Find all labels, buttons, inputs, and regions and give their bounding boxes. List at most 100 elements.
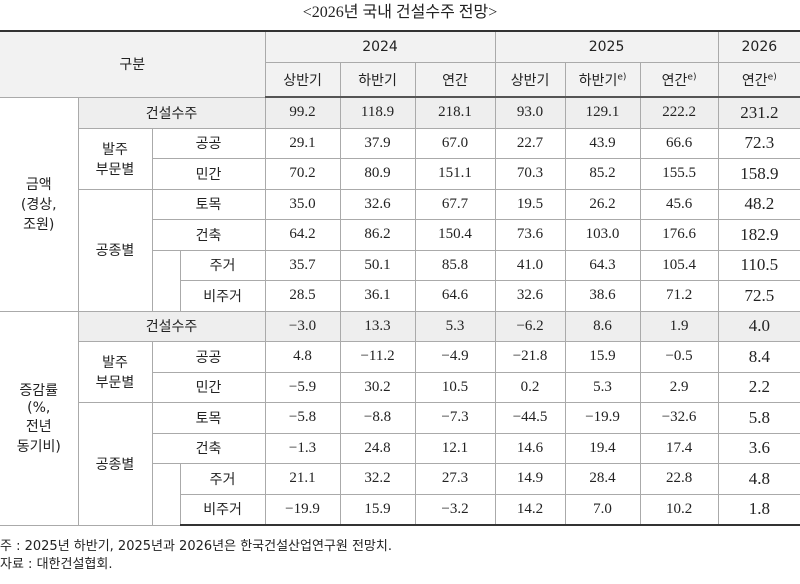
value-cell: −0.5 [639, 341, 719, 373]
value-cell: 70.2 [264, 158, 341, 190]
value-cell: 32.6 [494, 280, 566, 312]
period-text: 하반기 [578, 72, 618, 89]
period-text: 연간 [741, 72, 768, 89]
value-cell: 41.0 [494, 249, 566, 281]
data-row: 발주 부문별 공공 4.8 −11.2 −4.9 −21.8 15.9 −0.5 8.4 [0, 341, 800, 403]
table-header: 구분 2024 2025 2026 상반기 하반기 연간 상반기 하반기e) 연간e) 연간e) [0, 30, 800, 98]
value-cell: 64.2 [264, 219, 341, 251]
value-cell: 8.4 [717, 341, 800, 373]
note: 자료 : 대한건설협회. [0, 557, 113, 572]
period-header: 연간 [414, 62, 496, 98]
period-header: 하반기e) [564, 62, 641, 98]
data-row: 공종별 토목 −5.8 −8.8 −7.3 −44.5 −19.9 −32.6 5.8 [0, 402, 800, 526]
group-label: 공종별 [78, 402, 153, 526]
data-row: 비주거 −19.9 15.9 −3.2 14.2 7.0 10.2 1.8 [0, 493, 800, 526]
total-row: 증감률 (%, 전년 동기비) 건설수주 −3.0 13.3 5.3 −6.2 8.6 1.9… [0, 310, 800, 526]
value-cell: 158.9 [717, 158, 800, 190]
value-cell: 45.6 [639, 188, 719, 220]
value-cell: 28.4 [564, 463, 641, 495]
value-cell: 7.0 [564, 493, 641, 526]
value-cell: 99.2 [264, 96, 341, 129]
value-cell: 80.9 [339, 158, 416, 190]
row-label: 공공 [151, 341, 266, 373]
title: <2026년 국내 건설수주 전망> [302, 4, 498, 21]
value-cell: 103.0 [564, 219, 641, 251]
row-label: 건설수주 [77, 310, 266, 342]
row-label: 주거 [179, 249, 266, 281]
value-cell: 43.9 [564, 127, 641, 159]
value-cell: 86.2 [339, 219, 416, 251]
value-cell: 218.1 [414, 96, 496, 129]
value-cell: 17.4 [639, 432, 719, 464]
value-cell: −5.9 [264, 371, 341, 403]
value-cell: 118.9 [339, 96, 416, 129]
value-cell: 50.1 [339, 249, 416, 281]
row-label: 건설수주 [77, 96, 266, 129]
value-cell: −7.3 [414, 402, 496, 434]
year-header: 2025 [494, 30, 719, 63]
value-cell: 72.3 [717, 127, 800, 159]
value-cell: 64.3 [564, 249, 641, 281]
period-header: 연간e) [717, 62, 800, 98]
value-cell: 30.2 [339, 371, 416, 403]
row-label: 공공 [151, 127, 266, 159]
value-cell: 176.6 [639, 219, 719, 251]
notes: 주 : 2025년 하반기, 2025년과 2026년은 한국건설산업연구원 전… [0, 538, 800, 574]
total-row: 금액 (경상, 조원) 건설수주 99.2 118.9 218.1 93.0 129.1 22… [0, 96, 800, 312]
section-label: 증감률 (%, 전년 동기비) [0, 310, 79, 526]
value-cell: 70.3 [494, 158, 566, 190]
value-cell: 27.3 [414, 463, 496, 495]
value-cell: 35.0 [264, 188, 341, 220]
value-cell: 93.0 [494, 96, 566, 129]
value-cell: 14.6 [494, 432, 566, 464]
value-cell: 64.6 [414, 280, 496, 312]
value-cell: 182.9 [717, 219, 800, 251]
value-cell: 22.7 [494, 127, 566, 159]
value-cell: 37.9 [339, 127, 416, 159]
value-cell: 19.5 [494, 188, 566, 220]
value-cell: 32.6 [339, 188, 416, 220]
row-label: 민간 [152, 371, 266, 403]
value-cell: 32.2 [339, 463, 416, 495]
estimate-mark: e) [617, 71, 627, 82]
value-cell: 71.2 [639, 280, 719, 312]
estimate-mark: e) [767, 71, 777, 82]
value-cell: 105.4 [639, 249, 719, 281]
year-header: 2024 [264, 30, 496, 63]
value-cell: 26.2 [564, 188, 641, 220]
note: 주 : 2025년 하반기, 2025년과 2026년은 한국건설산업연구원 전… [0, 539, 392, 554]
value-cell: 5.8 [717, 402, 800, 434]
period-text: 하반기 [358, 72, 397, 89]
value-cell: 35.7 [264, 249, 341, 281]
value-cell: 12.1 [414, 432, 496, 464]
period-header: 상반기 [265, 62, 341, 98]
period-text: 상반기 [510, 72, 550, 89]
value-cell: 14.2 [494, 493, 566, 526]
value-cell: −19.9 [564, 402, 641, 434]
row-label: 건축 [152, 219, 266, 251]
value-cell: 4.8 [264, 341, 341, 373]
value-cell: 4.0 [717, 310, 800, 342]
value-cell: 67.0 [414, 127, 496, 159]
value-cell: 231.2 [717, 96, 800, 129]
value-cell: −5.8 [264, 402, 341, 434]
value-cell: 67.7 [414, 188, 496, 220]
value-cell: −21.8 [494, 341, 566, 373]
section-label: 금액 (경상, 조원) [0, 96, 79, 312]
period-text: 연간 [661, 72, 688, 89]
value-cell: 66.6 [639, 127, 719, 159]
value-cell: −3.0 [264, 310, 341, 342]
value-cell: 15.9 [339, 493, 416, 526]
value-cell: −6.2 [494, 310, 566, 342]
table: 구분 2024 2025 2026 상반기 하반기 연간 상반기 하반기e) 연간e) 연간e) 금… [0, 30, 800, 526]
value-cell: 73.6 [494, 219, 566, 251]
group-label: 공종별 [78, 188, 153, 312]
value-cell: 151.1 [414, 158, 496, 190]
value-cell: 110.5 [717, 249, 800, 281]
row-label: 토목 [151, 188, 266, 220]
value-cell: −4.9 [414, 341, 496, 373]
value-cell: 155.5 [639, 158, 719, 190]
group-label: 발주 부문별 [78, 341, 153, 403]
data-row: 주거 21.1 32.2 27.3 14.9 28.4 22.8 4.8 [0, 463, 800, 526]
